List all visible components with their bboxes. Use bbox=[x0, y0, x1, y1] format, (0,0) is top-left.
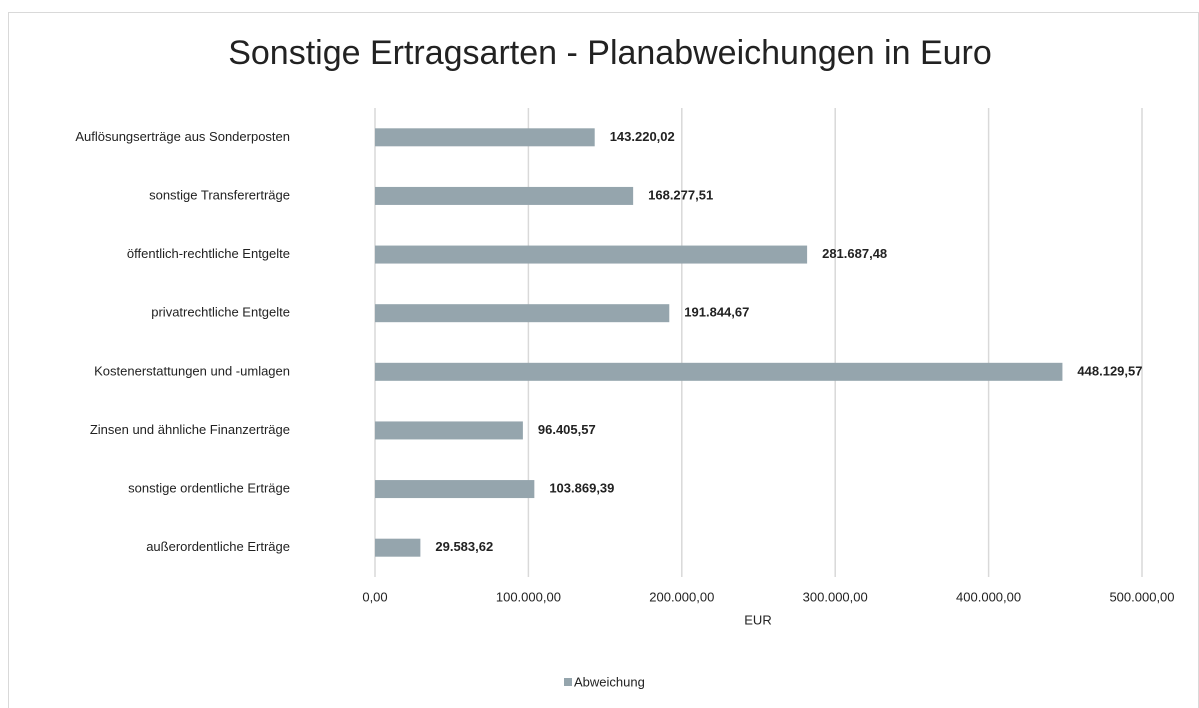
y-tick-label: Auflösungserträge aus Sonderposten bbox=[75, 129, 290, 144]
chart-frame bbox=[8, 12, 1199, 708]
x-tick-label: 400.000,00 bbox=[956, 589, 1021, 604]
y-tick-label: sonstige Transfererträge bbox=[149, 187, 290, 202]
x-tick-label: 500.000,00 bbox=[1109, 589, 1174, 604]
bar bbox=[375, 245, 808, 264]
data-label: 281.687,48 bbox=[822, 246, 887, 261]
bar bbox=[375, 362, 1063, 381]
bar bbox=[375, 128, 595, 147]
data-label: 448.129,57 bbox=[1077, 363, 1142, 378]
data-label: 143.220,02 bbox=[610, 129, 675, 144]
data-label: 191.844,67 bbox=[684, 305, 749, 320]
legend-swatch bbox=[564, 678, 572, 686]
y-tick-label: außerordentliche Erträge bbox=[146, 539, 290, 554]
bar bbox=[375, 186, 634, 205]
data-label: 29.583,62 bbox=[435, 539, 493, 554]
x-axis-label: EUR bbox=[744, 612, 771, 627]
bar bbox=[375, 304, 670, 323]
data-label: 96.405,57 bbox=[538, 422, 596, 437]
bar bbox=[375, 538, 421, 557]
bar bbox=[375, 421, 523, 440]
y-tick-label: öffentlich-rechtliche Entgelte bbox=[127, 246, 290, 261]
data-label: 103.869,39 bbox=[549, 481, 614, 496]
legend-label: Abweichung bbox=[574, 674, 645, 689]
y-tick-label: Kostenerstattungen und -umlagen bbox=[94, 363, 290, 378]
data-label: 168.277,51 bbox=[648, 187, 713, 202]
x-tick-label: 300.000,00 bbox=[803, 589, 868, 604]
x-tick-label: 100.000,00 bbox=[496, 589, 561, 604]
y-tick-label: sonstige ordentliche Erträge bbox=[128, 481, 290, 496]
x-tick-label: 200.000,00 bbox=[649, 589, 714, 604]
y-tick-label: Zinsen und ähnliche Finanzerträge bbox=[90, 422, 290, 437]
bar bbox=[375, 480, 535, 499]
y-tick-label: privatrechtliche Entgelte bbox=[151, 305, 290, 320]
x-tick-label: 0,00 bbox=[362, 589, 387, 604]
chart-title: Sonstige Ertragsarten - Planabweichungen… bbox=[228, 34, 992, 72]
